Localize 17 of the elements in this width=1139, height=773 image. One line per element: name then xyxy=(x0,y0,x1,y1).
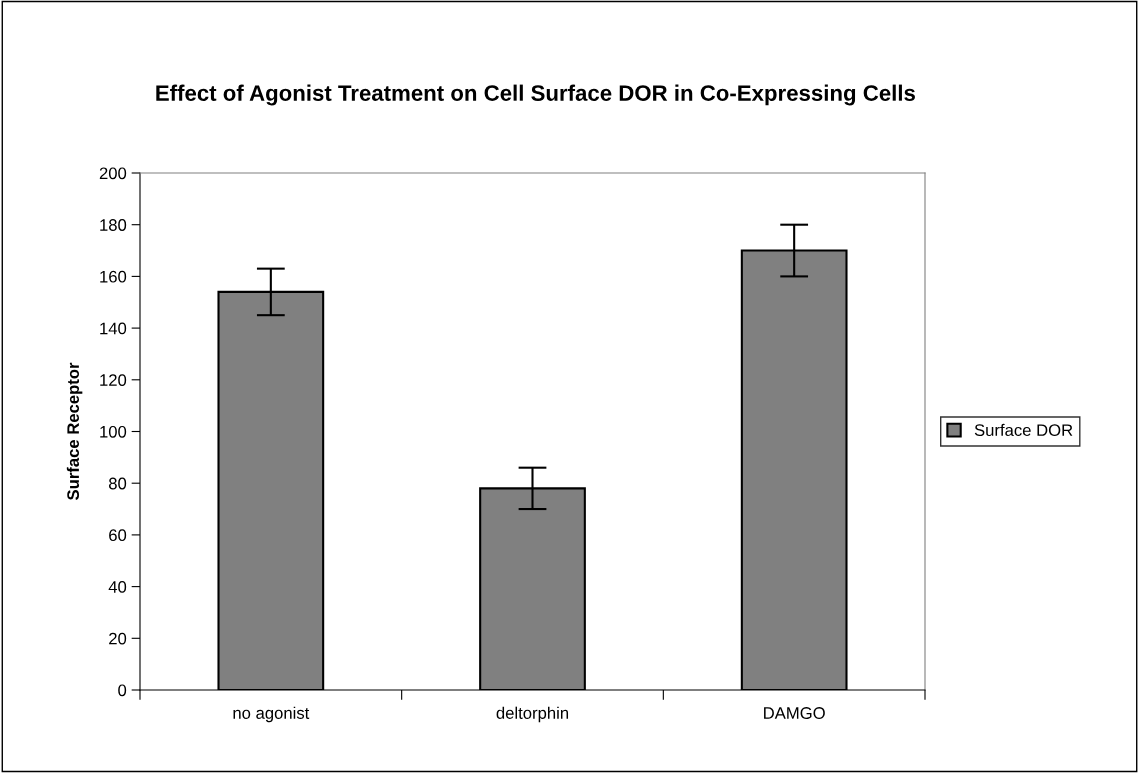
y-tick-label: 140 xyxy=(100,322,127,335)
y-tick-label: 120 xyxy=(100,374,127,386)
x-tick-label: deltorphin xyxy=(496,706,569,723)
x-tick-label: no agonist xyxy=(233,706,310,723)
y-tick-label: 0 xyxy=(118,684,127,697)
y-tick-label: 180 xyxy=(100,219,127,231)
x-tick-label: DAMGO xyxy=(764,707,825,719)
chart-title: Effect of Agonist Treatment on Cell Surface DOR in Co-Expressing Cells xyxy=(156,84,915,106)
y-axis-title: Surface Receptor xyxy=(66,362,83,501)
legend-label: Surface DOR xyxy=(974,423,1073,437)
y-tick-label: 40 xyxy=(108,581,127,593)
y-tick-label: 160 xyxy=(100,270,127,283)
y-tick-label: 100 xyxy=(100,425,127,438)
y-tick-label: 20 xyxy=(109,632,127,645)
y-tick-label: 60 xyxy=(109,529,127,542)
y-tick-label: 200 xyxy=(99,167,127,180)
y-tick-label: 80 xyxy=(108,477,127,490)
